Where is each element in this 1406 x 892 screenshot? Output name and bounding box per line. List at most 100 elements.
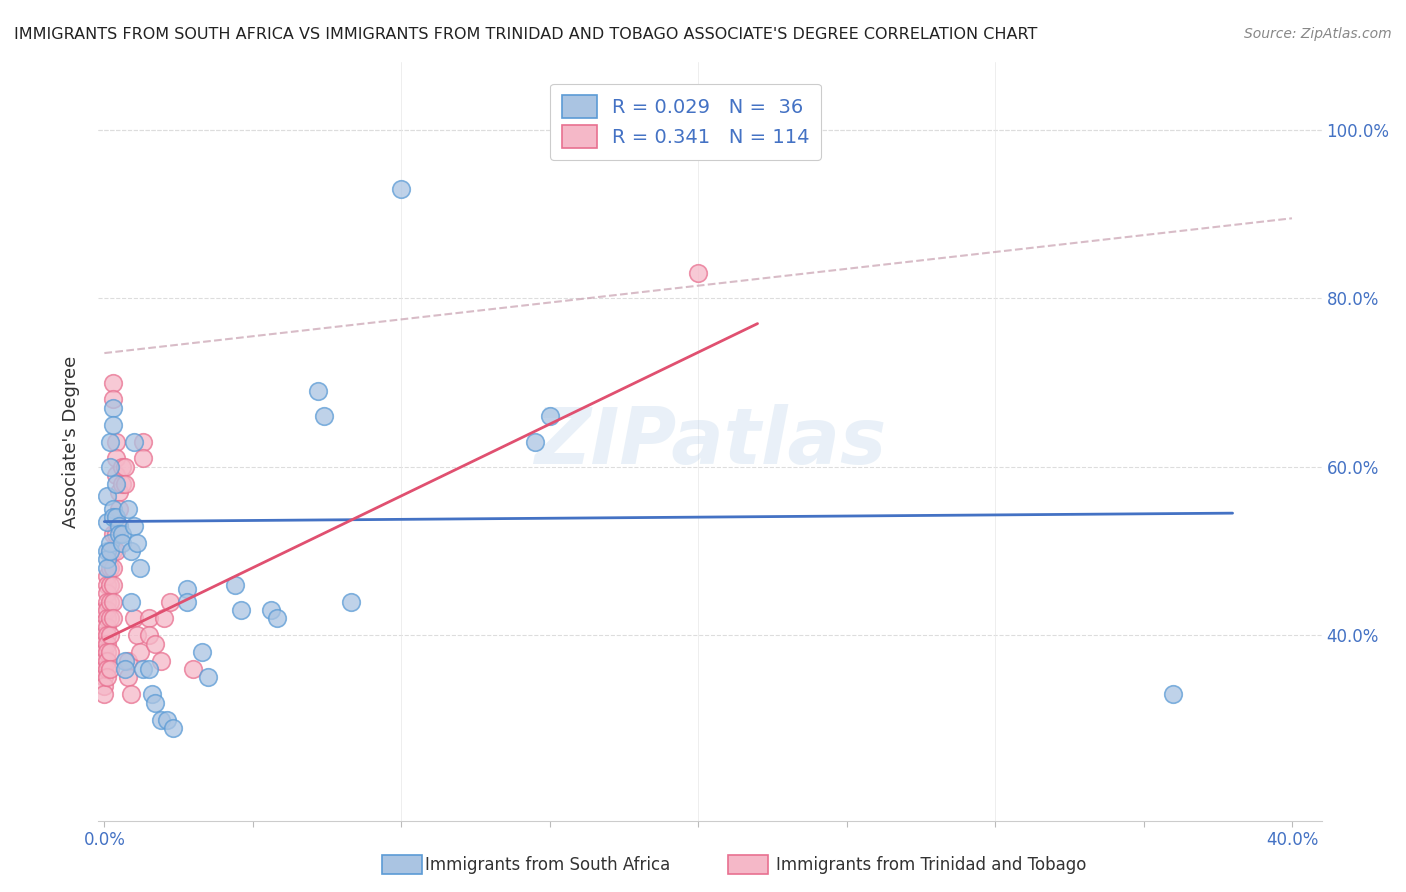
- Point: [96, 515, 118, 529]
- Point: [103, 611, 125, 625]
- Point: [103, 561, 125, 575]
- Point: [96, 552, 118, 566]
- Point: [143, 696, 166, 710]
- Point: [98, 645, 121, 659]
- Point: [162, 721, 184, 735]
- Point: [117, 654, 139, 668]
- Point: [103, 544, 125, 558]
- Point: [105, 476, 128, 491]
- Point: [122, 518, 145, 533]
- Point: [114, 662, 136, 676]
- Point: [96, 670, 118, 684]
- Point: [96, 594, 118, 608]
- Point: [103, 594, 125, 608]
- Point: [111, 527, 134, 541]
- Point: [1161, 687, 1184, 701]
- Point: [141, 687, 163, 701]
- Point: [183, 662, 205, 676]
- Point: [103, 401, 125, 415]
- Point: [307, 384, 329, 398]
- Point: [103, 392, 125, 407]
- Point: [111, 476, 134, 491]
- Point: [389, 182, 412, 196]
- Point: [96, 637, 118, 651]
- Point: [93, 687, 115, 701]
- Point: [105, 527, 128, 541]
- Point: [122, 434, 145, 449]
- Text: Immigrants from Trinidad and Tobago: Immigrants from Trinidad and Tobago: [776, 856, 1087, 874]
- Point: [105, 451, 128, 466]
- Legend: R = 0.029   N =  36, R = 0.341   N = 114: R = 0.029 N = 36, R = 0.341 N = 114: [550, 84, 821, 160]
- Text: Source: ZipAtlas.com: Source: ZipAtlas.com: [1244, 27, 1392, 41]
- Point: [191, 645, 214, 659]
- Point: [224, 578, 246, 592]
- Point: [149, 713, 172, 727]
- Point: [312, 409, 335, 424]
- Point: [117, 670, 139, 684]
- Point: [132, 662, 155, 676]
- Point: [93, 603, 115, 617]
- Point: [176, 594, 198, 608]
- Point: [96, 662, 118, 676]
- Point: [98, 578, 121, 592]
- Point: [96, 603, 118, 617]
- Point: [120, 544, 142, 558]
- Point: [93, 620, 115, 634]
- Point: [98, 594, 121, 608]
- Point: [688, 266, 710, 280]
- Point: [108, 485, 131, 500]
- Point: [93, 662, 115, 676]
- Point: [156, 713, 179, 727]
- Point: [523, 434, 546, 449]
- Point: [105, 468, 128, 483]
- Point: [138, 628, 160, 642]
- Point: [103, 502, 125, 516]
- Text: IMMIGRANTS FROM SOUTH AFRICA VS IMMIGRANTS FROM TRINIDAD AND TOBAGO ASSOCIATE'S : IMMIGRANTS FROM SOUTH AFRICA VS IMMIGRAN…: [14, 27, 1038, 42]
- Point: [96, 578, 118, 592]
- Point: [129, 561, 152, 575]
- Point: [108, 518, 131, 533]
- Point: [98, 459, 121, 474]
- Point: [339, 594, 361, 608]
- Point: [197, 670, 219, 684]
- Text: ZIPatlas: ZIPatlas: [534, 403, 886, 480]
- Point: [96, 489, 118, 503]
- Point: [96, 569, 118, 583]
- Point: [111, 459, 134, 474]
- Point: [96, 611, 118, 625]
- Point: [96, 620, 118, 634]
- Point: [98, 544, 121, 558]
- Point: [108, 518, 131, 533]
- Point: [103, 527, 125, 541]
- Point: [103, 417, 125, 432]
- Point: [98, 628, 121, 642]
- Point: [108, 527, 131, 541]
- Y-axis label: Associate's Degree: Associate's Degree: [62, 355, 80, 528]
- Point: [138, 611, 160, 625]
- Point: [96, 544, 118, 558]
- Point: [114, 459, 136, 474]
- Point: [96, 654, 118, 668]
- Point: [96, 628, 118, 642]
- Point: [98, 662, 121, 676]
- Point: [96, 586, 118, 600]
- Point: [93, 637, 115, 651]
- Point: [266, 611, 288, 625]
- Point: [105, 510, 128, 524]
- Point: [159, 594, 181, 608]
- Point: [129, 645, 152, 659]
- Point: [96, 645, 118, 659]
- Point: [120, 687, 142, 701]
- Point: [98, 561, 121, 575]
- Point: [125, 535, 148, 549]
- Point: [93, 670, 115, 684]
- Point: [122, 611, 145, 625]
- Point: [176, 582, 198, 596]
- Point: [103, 510, 125, 524]
- Point: [111, 535, 134, 549]
- Point: [98, 611, 121, 625]
- Point: [132, 434, 155, 449]
- Point: [93, 645, 115, 659]
- Point: [143, 637, 166, 651]
- Point: [132, 451, 155, 466]
